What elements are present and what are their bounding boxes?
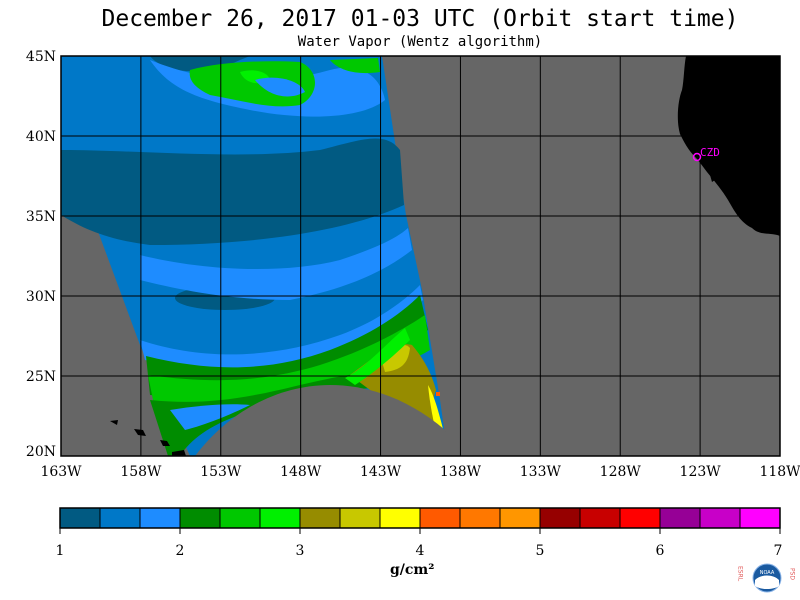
colorbar-swatch <box>660 508 701 528</box>
lon-label: 158W <box>120 464 162 480</box>
hawaii-island-2 <box>134 429 146 436</box>
green-band-2 <box>148 315 430 410</box>
station-marker <box>692 152 702 162</box>
colorbar-tick-label: 3 <box>296 543 305 559</box>
lon-label: 123W <box>680 464 722 480</box>
colorbar-swatch <box>740 508 781 528</box>
sf-bay-area <box>708 168 718 182</box>
colorbar-swatch <box>100 508 141 528</box>
satellite-swath <box>61 56 452 456</box>
colorbar-swatch <box>580 508 621 528</box>
colorbar-swatch <box>540 508 581 528</box>
psd-letters: PSD <box>789 568 796 580</box>
blue-inclusion <box>170 404 250 430</box>
lon-label: 148W <box>280 464 322 480</box>
latitude-labels: 45N 40N 35N 30N 25N 20N <box>26 49 56 460</box>
colorbar-swatch <box>700 508 741 528</box>
chart-title: December 26, 2017 01-03 UTC (Orbit start… <box>101 6 739 32</box>
colorbar-swatch <box>340 508 381 528</box>
colorbar-tick-label: 6 <box>656 543 665 559</box>
colorbar-swatch <box>60 508 101 528</box>
longitude-labels: 163W 158W 153W 148W 143W 138W 133W 128W 123W 118W <box>40 464 800 480</box>
lon-label: 133W <box>520 464 562 480</box>
chart-subtitle: Water Vapor (Wentz algorithm) <box>297 34 543 50</box>
lat-label: 40N <box>26 129 56 145</box>
noaa-esrl-psd-logo: NOAA ESRL PSD <box>737 563 796 593</box>
lat-label: 35N <box>26 209 56 225</box>
dry-band-1 <box>61 138 404 245</box>
lon-label: 128W <box>600 464 642 480</box>
lon-label: 138W <box>440 464 482 480</box>
colorbar-swatch <box>180 508 221 528</box>
orange-dot-1 <box>436 392 440 396</box>
hawaii-island-4 <box>172 450 186 456</box>
noaa-logo-text: NOAA <box>760 570 775 576</box>
colorbar <box>59 507 781 529</box>
lon-label: 163W <box>40 464 82 480</box>
colorbar-swatch <box>500 508 541 528</box>
lon-label: 143W <box>360 464 402 480</box>
blue-center-north <box>255 77 305 97</box>
station-label: CZD <box>700 146 720 159</box>
colorbar-swatch <box>380 508 421 528</box>
colorbar-tick-label: 4 <box>416 543 425 559</box>
green-cloud-north-2 <box>330 58 380 74</box>
colorbar-swatch <box>220 508 261 528</box>
light-green-ridge <box>345 328 410 385</box>
lon-label: 153W <box>200 464 242 480</box>
colorbar-tick-label: 2 <box>176 543 185 559</box>
esrl-letters: ESRL <box>737 566 744 582</box>
colorbar-swatch <box>260 508 301 528</box>
green-band-1 <box>146 295 428 397</box>
colorbar-swatch <box>140 508 181 528</box>
lon-label: 118W <box>759 464 800 480</box>
moist-band-2 <box>140 228 412 300</box>
map-frame <box>60 55 781 457</box>
colorbar-units: g/cm² <box>390 562 435 578</box>
colorbar-swatch <box>420 508 461 528</box>
colorbar-ticks: 1 2 3 4 5 6 7 <box>56 528 783 559</box>
colorbar-tick-label: 1 <box>56 543 65 559</box>
lat-label: 20N <box>26 444 56 460</box>
hawaii-island-1 <box>110 420 118 425</box>
hawaii-island-3 <box>160 440 170 446</box>
lat-label: 25N <box>26 369 56 385</box>
colorbar-tick-label: 5 <box>536 543 545 559</box>
colorbar-swatch <box>620 508 661 528</box>
colorbar-tick-label: 7 <box>774 543 783 559</box>
colorbar-swatch <box>300 508 341 528</box>
grid-lines <box>61 56 780 456</box>
no-data-arc <box>195 385 452 456</box>
lat-label: 30N <box>26 289 56 305</box>
colorbar-swatch <box>460 508 501 528</box>
lat-label: 45N <box>26 49 56 65</box>
north-america-land <box>677 56 780 236</box>
